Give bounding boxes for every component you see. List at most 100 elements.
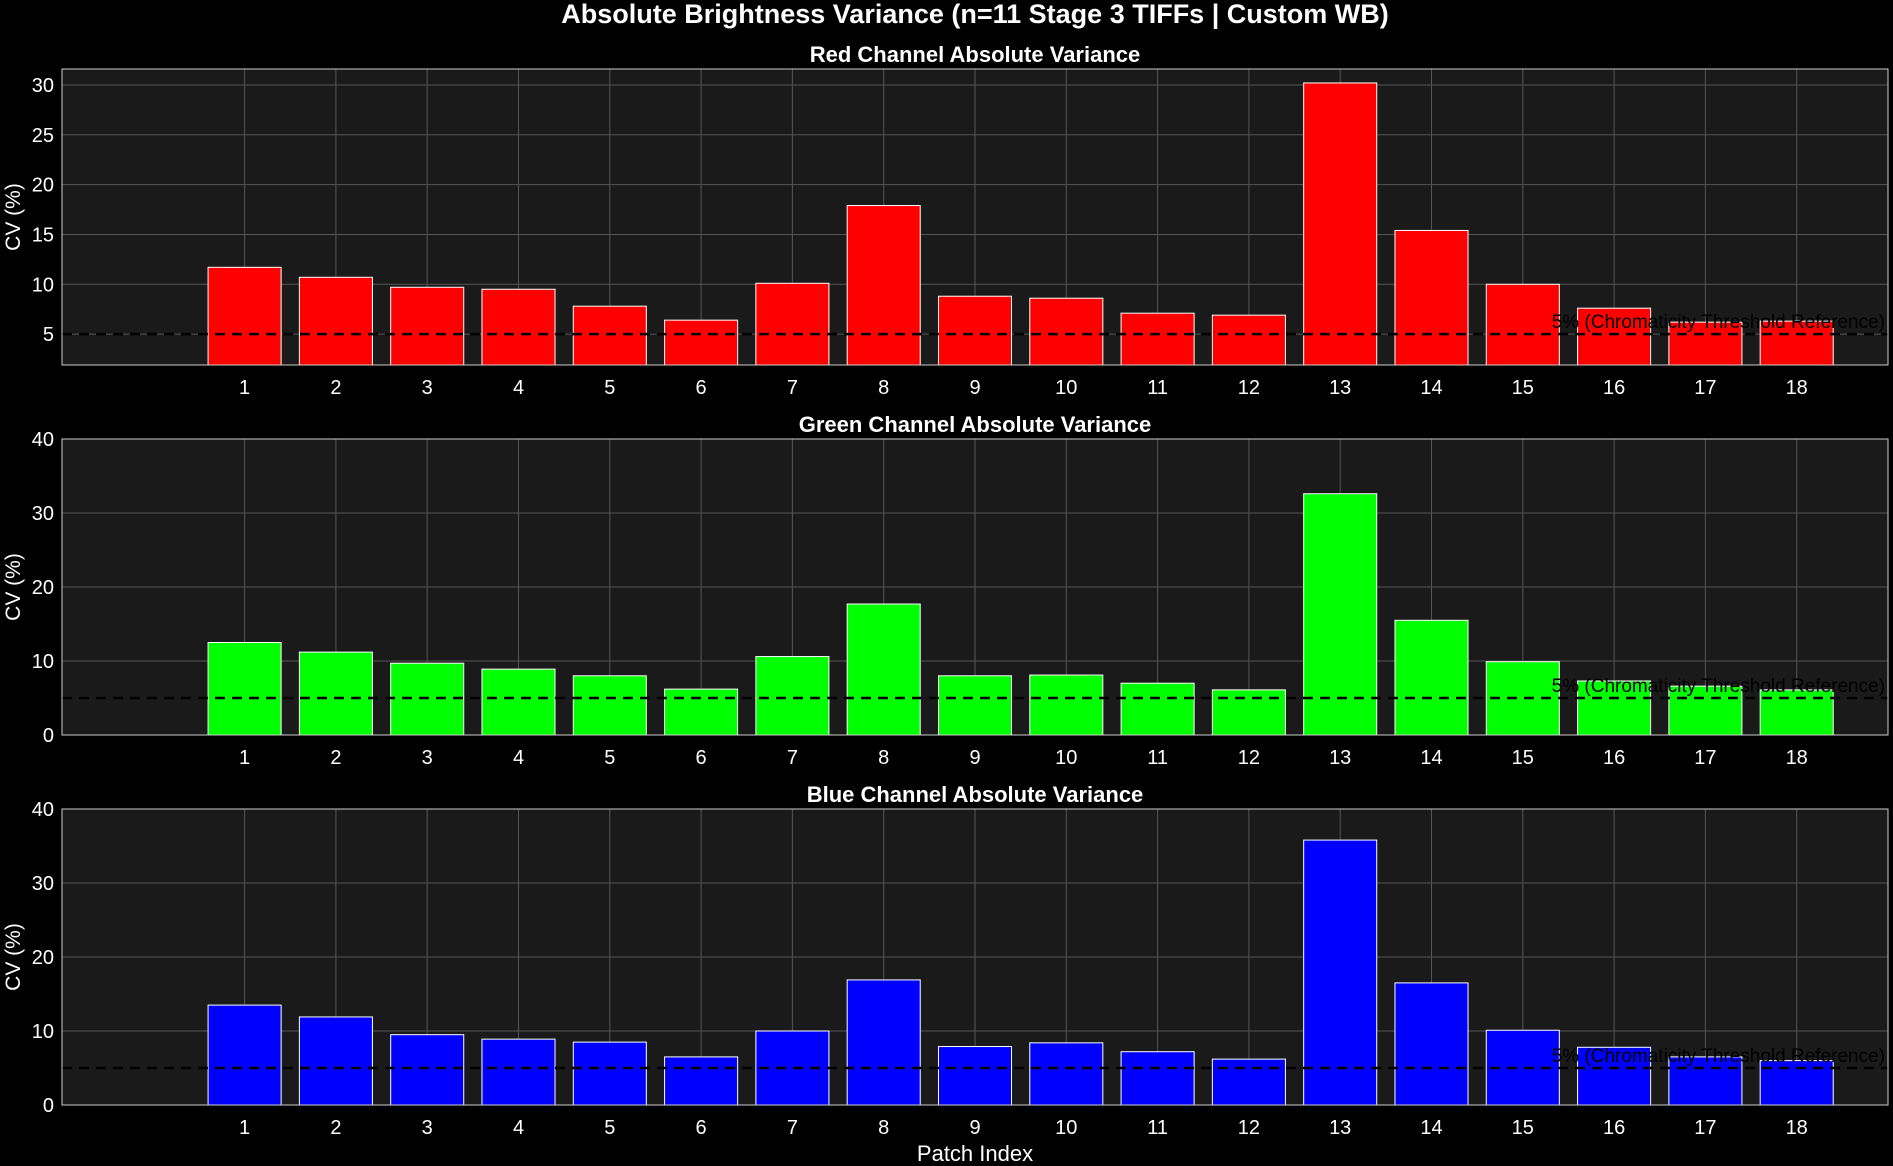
x-tick-label: 1: [239, 377, 250, 399]
bar: [481, 1038, 556, 1106]
bar: [937, 1046, 1013, 1106]
bar: [1029, 674, 1104, 736]
y-tick-label: 30: [32, 873, 54, 895]
x-tick-label: 9: [969, 1117, 980, 1139]
panel-3: Blue Channel Absolute Variance CV (%) 0 10 2…: [2, 782, 1889, 1139]
x-tick-label: 5: [604, 747, 615, 769]
x-tick-label: 15: [1512, 377, 1534, 399]
x-tick-label: 5: [604, 1117, 615, 1139]
x-tick-label: 2: [330, 377, 341, 399]
bar: [207, 266, 282, 366]
bar: [664, 319, 739, 366]
bar: [846, 205, 921, 366]
x-tick-label: 4: [513, 1117, 524, 1139]
x-tick-label: 15: [1512, 747, 1534, 769]
bar: [1577, 307, 1652, 366]
x-tick-label: 4: [513, 377, 524, 399]
x-tick-label: 3: [422, 377, 433, 399]
bar: [664, 1056, 739, 1106]
axes-frame: [61, 438, 1889, 736]
bar: [1211, 1058, 1286, 1106]
y-tick-label: 15: [32, 224, 54, 246]
bar: [298, 276, 373, 366]
bar: [1120, 312, 1195, 366]
x-tick-label: 12: [1238, 1117, 1260, 1139]
x-tick-label: 14: [1420, 1117, 1442, 1139]
panel-2: Green Channel Absolute Variance CV (%) 0 10…: [2, 412, 1889, 769]
y-tick-label: 10: [32, 651, 54, 673]
bar: [390, 286, 465, 366]
x-tick-label: 7: [787, 747, 798, 769]
x-tick-label: 15: [1512, 1117, 1534, 1139]
panel-title: Blue Channel Absolute Variance: [807, 782, 1144, 807]
bar: [390, 1034, 465, 1106]
x-tick-label: 5: [604, 377, 615, 399]
x-axis-label: Patch Index: [917, 1141, 1033, 1166]
x-tick-label: 4: [513, 747, 524, 769]
bar: [846, 979, 921, 1106]
x-tick-label: 14: [1420, 747, 1442, 769]
x-tick-label: 9: [969, 747, 980, 769]
x-tick-label: 10: [1055, 747, 1077, 769]
x-tick-label: 13: [1329, 747, 1351, 769]
y-tick-label: 10: [32, 1021, 54, 1043]
bar: [1303, 839, 1378, 1106]
figure-suptitle: Absolute Brightness Variance (n=11 Stage…: [561, 0, 1388, 29]
bar: [207, 1004, 282, 1106]
y-tick-label: 20: [32, 577, 54, 599]
x-tick-label: 10: [1055, 377, 1077, 399]
bar: [298, 1016, 373, 1106]
bar: [1668, 685, 1743, 736]
x-tick-label: 6: [696, 747, 707, 769]
x-tick-label: 11: [1147, 377, 1168, 399]
bar: [1303, 493, 1378, 736]
bar: [572, 675, 647, 736]
axes-frame: [61, 808, 1889, 1106]
axes-frame: [61, 68, 1889, 366]
x-tick-label: 6: [696, 1117, 707, 1139]
x-tick-label: 11: [1147, 747, 1168, 769]
x-tick-label: 10: [1055, 1117, 1077, 1139]
x-tick-label: 12: [1238, 377, 1260, 399]
y-tick-label: 20: [32, 947, 54, 969]
y-tick-label: 0: [43, 1095, 54, 1117]
bar: [207, 642, 282, 736]
bar: [1394, 982, 1469, 1106]
x-tick-label: 1: [239, 1117, 250, 1139]
bar: [755, 282, 830, 366]
bar: [572, 305, 647, 366]
bar: [1120, 682, 1195, 736]
y-tick-label: 0: [43, 725, 54, 747]
bar: [1029, 1042, 1104, 1106]
x-tick-label: 13: [1329, 377, 1351, 399]
x-tick-label: 16: [1603, 747, 1625, 769]
y-tick-label: 30: [32, 503, 54, 525]
x-tick-label: 18: [1786, 1117, 1808, 1139]
x-tick-label: 12: [1238, 747, 1260, 769]
y-tick-label: 40: [32, 429, 54, 451]
bar: [1029, 297, 1104, 366]
x-tick-label: 2: [330, 1117, 341, 1139]
bar: [298, 651, 373, 736]
bar: [1120, 1051, 1195, 1106]
bar: [937, 295, 1013, 366]
x-tick-label: 7: [787, 377, 798, 399]
x-tick-label: 17: [1694, 377, 1716, 399]
bar: [1668, 1056, 1743, 1106]
x-tick-label: 9: [969, 377, 980, 399]
x-tick-label: 7: [787, 1117, 798, 1139]
y-axis-label: CV (%): [2, 553, 25, 621]
x-tick-label: 6: [696, 377, 707, 399]
bar: [1485, 283, 1560, 366]
panel-title: Red Channel Absolute Variance: [810, 42, 1141, 67]
bar: [1577, 680, 1652, 736]
x-tick-label: 3: [422, 747, 433, 769]
y-axis-label: CV (%): [2, 923, 25, 991]
panel-title: Green Channel Absolute Variance: [799, 412, 1152, 437]
bar: [481, 288, 556, 366]
x-tick-label: 17: [1694, 1117, 1716, 1139]
x-tick-label: 18: [1786, 747, 1808, 769]
y-tick-label: 5: [43, 324, 54, 346]
